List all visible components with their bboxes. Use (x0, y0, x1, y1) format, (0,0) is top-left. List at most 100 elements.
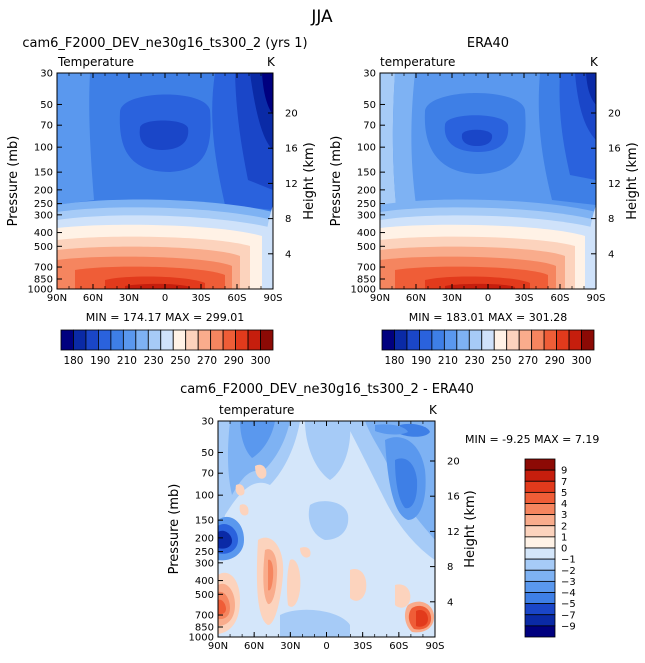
y-tick-label: 30 (201, 417, 214, 428)
panel-model-title: cam6_F2000_DEV_ne30g16_ts300_2 (yrs 1) (22, 36, 307, 51)
y-tick-label: 100 (34, 143, 53, 154)
y2-tick-label: 8 (285, 214, 291, 225)
colorbar-label: 230 (144, 355, 164, 367)
colorbar-swatch (122, 329, 137, 351)
y-tick-label: 100 (357, 143, 376, 154)
y-tick-label: 1000 (189, 633, 214, 644)
y-tick-label: 150 (357, 168, 376, 179)
colorbar-label: −4 (561, 588, 576, 599)
colorbar-label: 210 (117, 355, 137, 367)
y-axis-label: Pressure (mb) (329, 136, 344, 227)
colorbar-label: −5 (561, 599, 576, 610)
colorbar-swatch (197, 329, 212, 351)
contour-band (57, 73, 94, 205)
y-tick-label: 200 (195, 533, 214, 544)
y-tick-label: 700 (34, 263, 53, 274)
y2-axis-label: Height (km) (463, 490, 478, 567)
colorbar-swatch (581, 329, 595, 351)
x-tick-label: 60S (389, 641, 408, 652)
colorbar-label: 190 (90, 355, 110, 367)
colorbar-label: −2 (561, 566, 576, 577)
contour-band (286, 559, 301, 607)
contour-band (218, 530, 232, 549)
y2-tick-label: 12 (447, 527, 460, 538)
colorbar-swatch (394, 329, 408, 351)
y2-tick-label: 20 (447, 457, 460, 468)
colorbar-swatch (160, 329, 174, 351)
colorbar-swatch (524, 458, 556, 471)
y-tick-label: 250 (34, 199, 53, 210)
contour-band (239, 504, 249, 516)
y2-tick-label: 4 (447, 597, 453, 608)
colorbar-swatch (85, 329, 99, 351)
colorbar-swatch (524, 480, 556, 493)
contour-band (235, 484, 245, 496)
y2-tick-label: 8 (608, 214, 614, 225)
colorbar-swatch (524, 592, 556, 605)
x-tick-label: 90S (425, 641, 444, 652)
colorbar-swatch (531, 329, 545, 351)
panel-model-units: K (267, 55, 276, 69)
colorbar-label: 210 (438, 355, 458, 367)
colorbar-label: 290 (224, 355, 244, 367)
y2-tick-label: 20 (285, 109, 298, 120)
contour-band (392, 73, 416, 205)
colorbar-swatch (406, 329, 420, 351)
panel-model: cam6_F2000_DEV_ne30g16_ts300_2 (yrs 1) T… (6, 36, 317, 324)
colorbar-label: 270 (197, 355, 217, 367)
y-tick-label: 400 (357, 228, 376, 239)
y-axis-label: Pressure (mb) (6, 136, 21, 227)
contour-band (350, 569, 367, 601)
colorbar-label: 1 (561, 532, 567, 543)
contour-band (305, 421, 351, 480)
y-tick-label: 50 (40, 100, 53, 111)
x-tick-label: 60N (406, 293, 426, 304)
colorbar-swatch (556, 329, 570, 351)
y2-axis-label: Height (km) (302, 142, 317, 219)
colorbar-swatch (481, 329, 495, 351)
colorbar-swatch (98, 329, 112, 351)
y2-tick-label: 8 (447, 562, 453, 573)
y2-tick-label: 4 (285, 249, 291, 260)
y-tick-label: 200 (357, 185, 376, 196)
x-tick-label: 60S (227, 293, 246, 304)
contour-band (445, 283, 515, 289)
colorbar-swatch (524, 547, 556, 560)
colorbar-label: −1 (561, 555, 576, 566)
colorbar-label: 3 (561, 510, 567, 521)
colorbar-swatch (524, 525, 556, 538)
y-tick-label: 500 (357, 242, 376, 253)
contour-band (268, 559, 274, 591)
y-tick-label: 200 (34, 185, 53, 196)
x-tick-label: 0 (162, 293, 168, 304)
y-tick-label: 30 (40, 69, 53, 80)
colorbar-label: −7 (561, 610, 576, 621)
colorbar-label: 2 (561, 521, 567, 532)
colorbar-swatch (172, 329, 187, 351)
colorbar-swatch (524, 514, 556, 527)
panel-diff-field (218, 421, 435, 637)
contour-band (588, 205, 596, 289)
colorbar-swatch (247, 329, 261, 351)
colorbar-swatch (419, 329, 433, 351)
colorbar-label: 7 (561, 477, 567, 488)
y-tick-label: 30 (363, 69, 376, 80)
panel-diff-units: K (429, 403, 438, 417)
colorbar-swatch (235, 329, 249, 351)
contour-band (280, 609, 350, 637)
colorbar-label: 190 (411, 355, 431, 367)
colorbar-label: 290 (545, 355, 565, 367)
panel-diff-subtitle: temperature (219, 403, 294, 417)
x-tick-label: 60S (550, 293, 569, 304)
colorbar-swatch (506, 329, 520, 351)
y-tick-label: 70 (201, 469, 214, 480)
colorbar-swatch (524, 569, 556, 582)
panel-obs-title: ERA40 (467, 36, 509, 51)
y2-tick-label: 20 (608, 109, 621, 120)
y-tick-label: 250 (195, 547, 214, 558)
y-tick-label: 300 (34, 210, 53, 221)
